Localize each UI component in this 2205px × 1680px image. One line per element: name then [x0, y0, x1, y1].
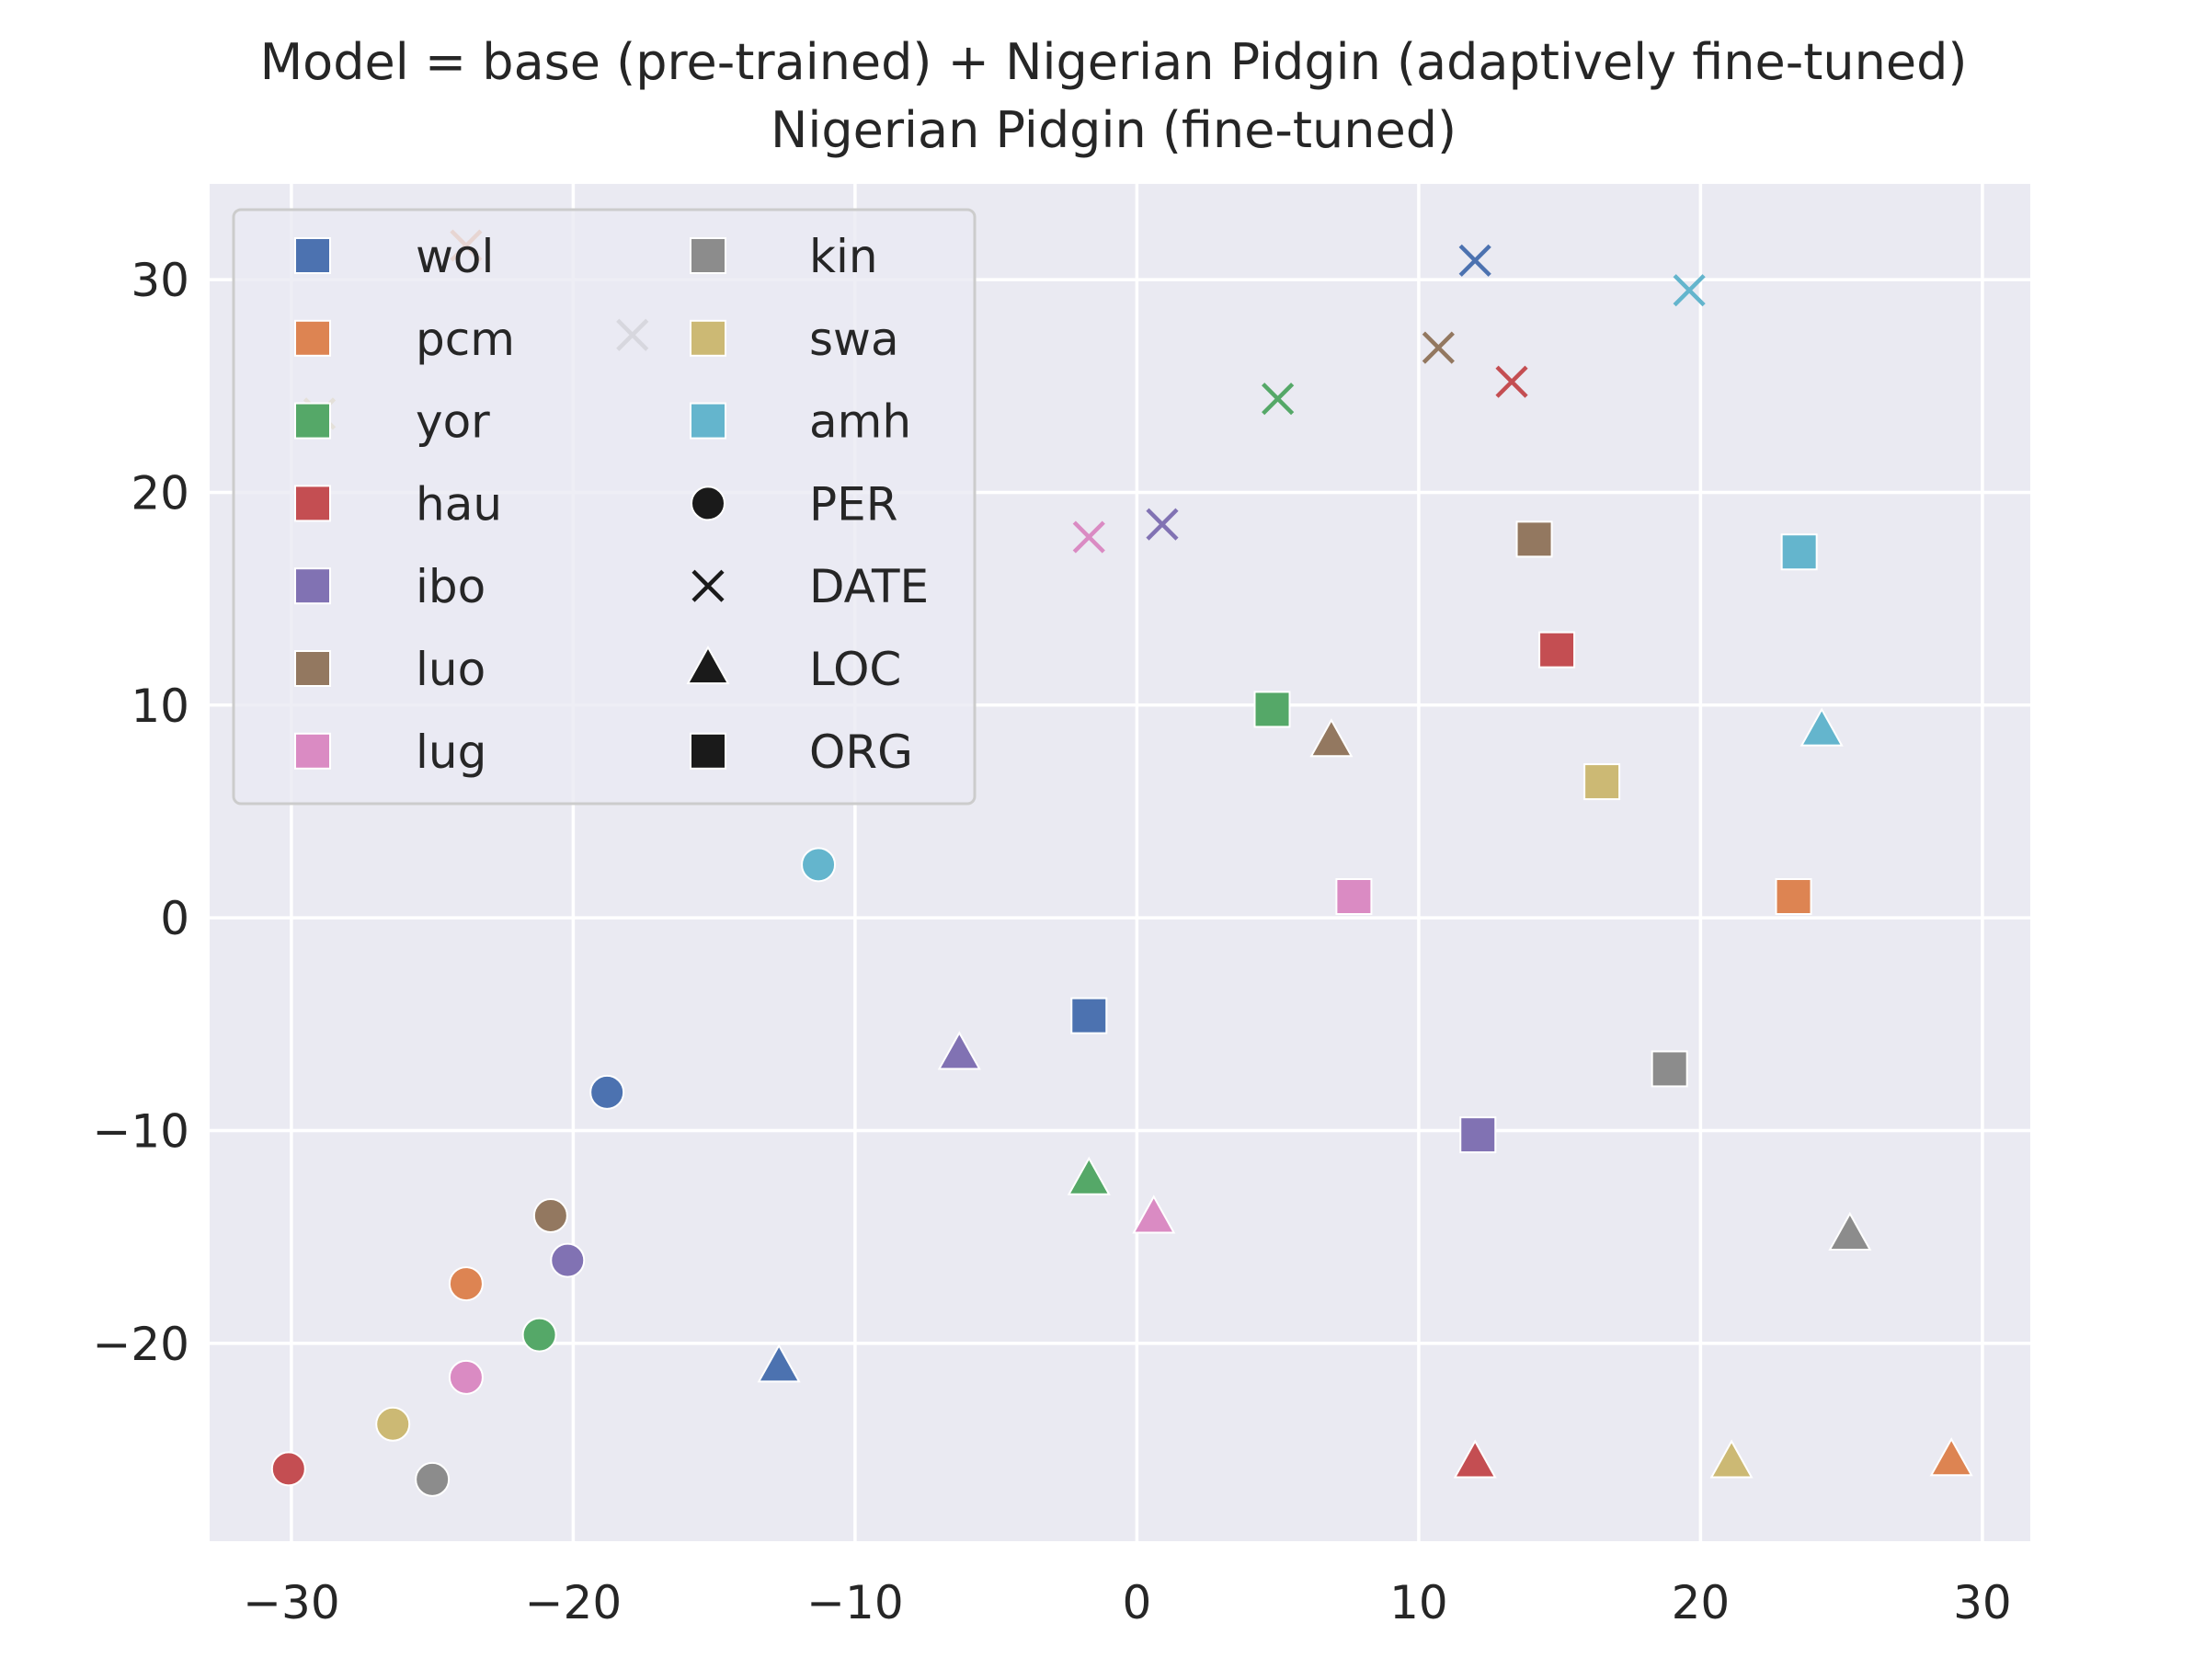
point-ibo-date — [1146, 508, 1179, 541]
data-points — [270, 229, 1973, 1497]
point-yor-org — [1253, 691, 1291, 728]
x-tick-label: 20 — [1672, 1576, 1731, 1629]
point-yor-date — [1262, 383, 1295, 416]
legend-marker-per — [691, 486, 725, 521]
legend-marker-amh — [690, 402, 726, 440]
point-lug-org — [1335, 878, 1373, 916]
x-tick-label: 0 — [1122, 1576, 1151, 1629]
legend-label-lug: lug — [416, 726, 486, 779]
point-wol-per — [589, 1074, 625, 1110]
chart-subtitle: Nigerian Pidgin (fine-tuned) — [771, 101, 1457, 159]
point-amh-date — [1673, 274, 1706, 307]
point-amh-per — [801, 847, 837, 883]
point-ibo-loc — [937, 1031, 981, 1070]
point-lug-loc — [1132, 1194, 1176, 1234]
point-wol-org — [1070, 997, 1108, 1034]
x-tick-label: 30 — [1953, 1576, 2012, 1629]
point-pcm-per — [448, 1266, 484, 1302]
legend-label-swa: swa — [809, 313, 899, 366]
legend-label-hau: hau — [416, 477, 502, 531]
point-kin-per — [415, 1461, 451, 1497]
y-tick-label: 20 — [131, 466, 189, 520]
point-amh-org — [1780, 533, 1818, 571]
legend-label-yor: yor — [416, 395, 490, 449]
legend-marker-hau — [294, 485, 331, 522]
point-hau-org — [1538, 631, 1576, 669]
legend-marker-lug — [294, 732, 331, 770]
y-tick-label: −10 — [92, 1104, 189, 1158]
point-wol-date — [1458, 244, 1491, 277]
point-kin-org — [1651, 1050, 1688, 1088]
point-lug-per — [448, 1359, 484, 1395]
point-pcm-loc — [1929, 1437, 1973, 1477]
point-luo-per — [532, 1198, 568, 1234]
point-yor-per — [521, 1317, 557, 1353]
point-swa-per — [375, 1406, 411, 1442]
legend-frame — [232, 208, 977, 806]
point-amh-loc — [1799, 707, 1844, 747]
point-hau-date — [1495, 365, 1528, 398]
chart-title: Model = base (pre-trained) + Nigerian Pi… — [260, 33, 1968, 91]
legend-label-org: ORG — [809, 726, 913, 779]
point-swa-loc — [1709, 1439, 1754, 1479]
point-kin-loc — [1828, 1211, 1872, 1251]
point-luo-loc — [1309, 718, 1354, 758]
legend-marker-ibo — [294, 567, 331, 605]
point-swa-org — [1583, 763, 1621, 801]
x-tick-label: 10 — [1389, 1576, 1448, 1629]
legend-marker-kin — [690, 237, 726, 274]
legend-marker-date — [691, 569, 725, 602]
legend-label-luo: luo — [416, 643, 486, 696]
legend-marker-yor — [294, 402, 331, 440]
point-ibo-org — [1459, 1116, 1497, 1154]
legend-label-amh: amh — [809, 395, 911, 449]
point-luo-org — [1515, 520, 1553, 558]
legend-marker-pcm — [294, 319, 331, 357]
point-hau-per — [270, 1451, 306, 1487]
legend-marker-wol — [294, 237, 331, 274]
point-wol-loc — [757, 1343, 801, 1383]
legend-label-kin: kin — [809, 230, 878, 283]
x-tick-label: −10 — [806, 1576, 904, 1629]
x-tick-label: −20 — [525, 1576, 623, 1629]
legend-marker-loc — [686, 645, 730, 685]
legend-label-ibo: ibo — [416, 560, 486, 613]
point-ibo-per — [550, 1242, 586, 1278]
legend-marker-org — [690, 732, 726, 770]
legend-marker-luo — [294, 650, 331, 687]
x-tick-label: −30 — [243, 1576, 340, 1629]
legend-label-loc: LOC — [809, 643, 901, 696]
point-hau-loc — [1453, 1439, 1497, 1479]
legend-marker-swa — [690, 319, 726, 357]
point-luo-date — [1422, 331, 1455, 364]
point-yor-loc — [1067, 1156, 1111, 1195]
legend-label-date: DATE — [809, 560, 929, 613]
axis-ticks: −30 −20 −10 0 10 20 30 −20 −10 0 10 20 30 — [92, 254, 2011, 1629]
y-tick-label: 0 — [160, 892, 189, 945]
y-tick-label: −20 — [92, 1318, 189, 1371]
legend-label-pcm: pcm — [416, 313, 515, 366]
y-tick-label: 30 — [131, 254, 189, 307]
legend-label-wol: wol — [416, 230, 494, 283]
legend-label-per: PER — [809, 477, 897, 531]
y-tick-label: 10 — [131, 680, 189, 733]
legend: wol pcm yor hau ibo luo lug kin swa amh PER DATE LOC… — [232, 208, 977, 806]
point-lug-date — [1072, 520, 1105, 554]
point-pcm-org — [1775, 878, 1812, 916]
